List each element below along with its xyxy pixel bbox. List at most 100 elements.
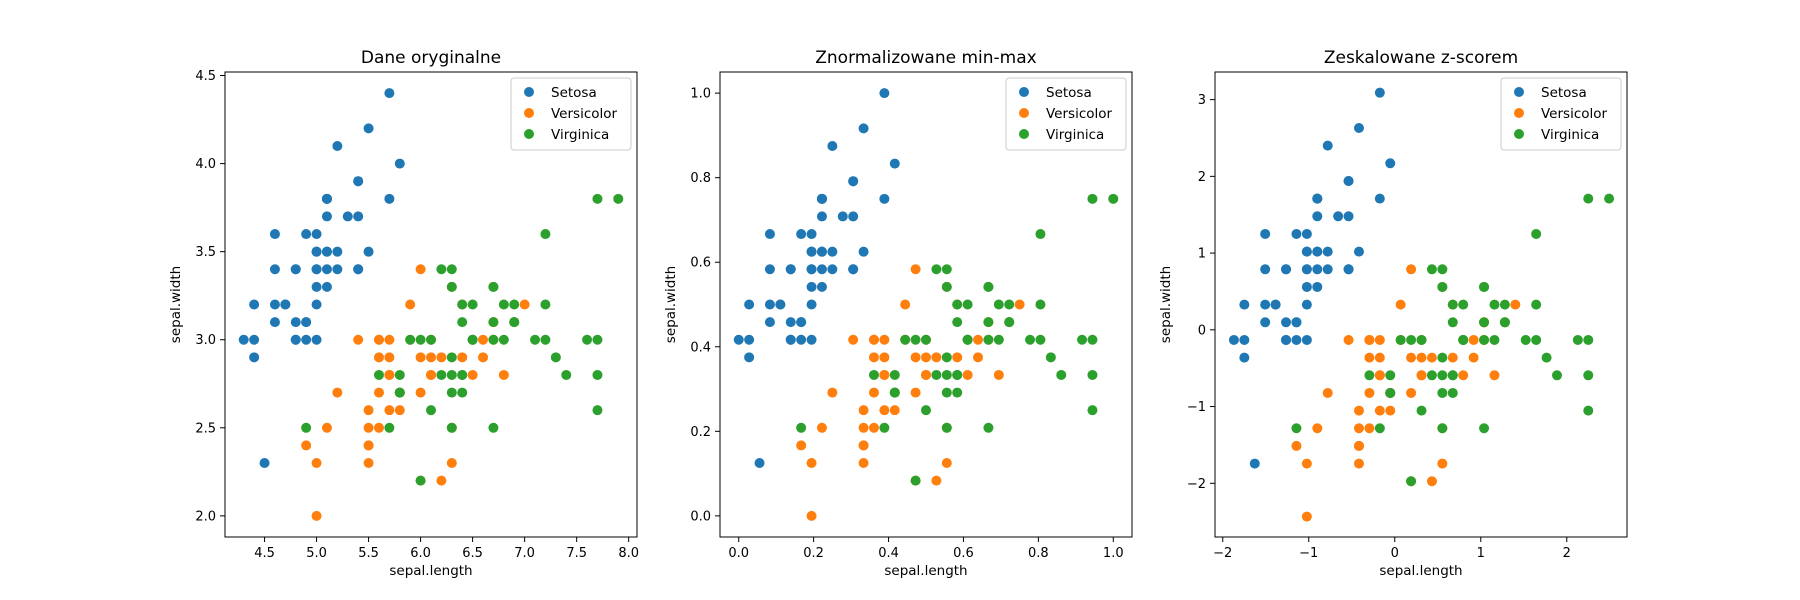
- data-point: [754, 458, 765, 469]
- data-point: [488, 422, 499, 433]
- data-point: [921, 405, 931, 416]
- data-point: [321, 264, 332, 275]
- data-point: [910, 387, 921, 398]
- data-point: [1552, 370, 1562, 381]
- data-point: [993, 299, 1004, 310]
- data-point: [1249, 458, 1260, 469]
- legend-marker: [1514, 108, 1524, 118]
- data-point: [806, 458, 817, 469]
- data-point: [426, 352, 436, 363]
- data-point: [592, 334, 603, 345]
- data-point: [1437, 370, 1448, 381]
- legend-marker: [1514, 87, 1524, 97]
- data-point: [384, 369, 395, 380]
- data-point: [373, 334, 384, 345]
- data-point: [467, 334, 478, 345]
- data-point: [1374, 87, 1385, 98]
- data-point: [1108, 193, 1119, 204]
- data-point: [827, 246, 838, 257]
- data-point: [931, 264, 942, 275]
- x-tick-label: −2: [1213, 546, 1232, 561]
- y-tick-label: 2: [1198, 170, 1206, 185]
- data-point: [582, 334, 593, 345]
- data-point: [993, 369, 1004, 380]
- data-point: [952, 317, 963, 328]
- data-point: [1322, 246, 1333, 257]
- data-point: [1426, 352, 1437, 363]
- data-point: [436, 352, 447, 363]
- data-point: [1364, 387, 1375, 398]
- x-tick-label: −1: [1299, 546, 1318, 561]
- data-point: [1541, 352, 1552, 363]
- data-point: [1447, 299, 1458, 310]
- data-point: [1499, 317, 1510, 328]
- data-point: [373, 369, 384, 380]
- data-point: [785, 334, 796, 345]
- data-point: [478, 334, 489, 345]
- data-point: [848, 264, 859, 275]
- data-point: [436, 264, 447, 275]
- data-point: [1343, 211, 1354, 222]
- x-tick-label: 7.0: [514, 546, 535, 561]
- data-point: [868, 369, 879, 380]
- data-point: [592, 369, 603, 380]
- data-point: [983, 334, 994, 345]
- data-point: [1281, 334, 1292, 345]
- data-point: [868, 387, 879, 398]
- data-point: [530, 334, 541, 345]
- data-point: [1312, 264, 1323, 275]
- legend: Setosa Versicolor Virginica: [510, 77, 632, 151]
- x-axis-label: sepal.length: [1379, 563, 1462, 579]
- legend-marker: [1019, 87, 1029, 97]
- data-point: [311, 458, 322, 469]
- data-point: [796, 334, 807, 345]
- data-point: [764, 229, 775, 240]
- data-point: [426, 334, 436, 345]
- data-point: [1291, 317, 1302, 328]
- data-point: [332, 246, 343, 257]
- data-point: [1087, 369, 1098, 380]
- data-point: [467, 299, 478, 310]
- data-point: [1395, 334, 1406, 345]
- data-point: [879, 369, 890, 380]
- data-point: [1479, 281, 1490, 292]
- data-point: [744, 352, 755, 363]
- x-tick-label: 0: [1391, 546, 1399, 561]
- data-point: [806, 246, 817, 257]
- data-point: [1343, 175, 1354, 186]
- data-point: [405, 299, 416, 310]
- data-point: [910, 475, 921, 486]
- data-point: [1353, 246, 1364, 257]
- data-point: [301, 334, 312, 345]
- data-point: [858, 405, 869, 416]
- data-point: [1468, 352, 1479, 363]
- data-point: [1395, 299, 1406, 310]
- data-point: [332, 387, 343, 398]
- data-point: [321, 246, 332, 257]
- data-point: [962, 299, 973, 310]
- x-tick-label: 1: [1477, 546, 1485, 561]
- chart-title: Zeskalowane z-scorem: [1324, 48, 1518, 68]
- data-point: [301, 422, 312, 433]
- data-point: [1385, 405, 1396, 416]
- data-point: [384, 422, 395, 433]
- data-point: [1385, 158, 1396, 169]
- data-point: [941, 281, 952, 292]
- data-point: [879, 193, 890, 204]
- data-point: [540, 299, 551, 310]
- data-point: [446, 458, 457, 469]
- data-point: [1343, 264, 1354, 275]
- y-axis-label: sepal.width: [663, 266, 679, 343]
- data-point: [973, 352, 984, 363]
- data-point: [1228, 334, 1239, 345]
- data-point: [900, 299, 911, 310]
- data-point: [457, 317, 468, 328]
- data-point: [1364, 370, 1375, 381]
- data-point: [426, 405, 436, 416]
- data-point: [1353, 122, 1364, 133]
- x-tick-label: 6.5: [462, 546, 483, 561]
- data-point: [384, 88, 395, 99]
- data-point: [384, 352, 395, 363]
- data-point: [290, 317, 301, 328]
